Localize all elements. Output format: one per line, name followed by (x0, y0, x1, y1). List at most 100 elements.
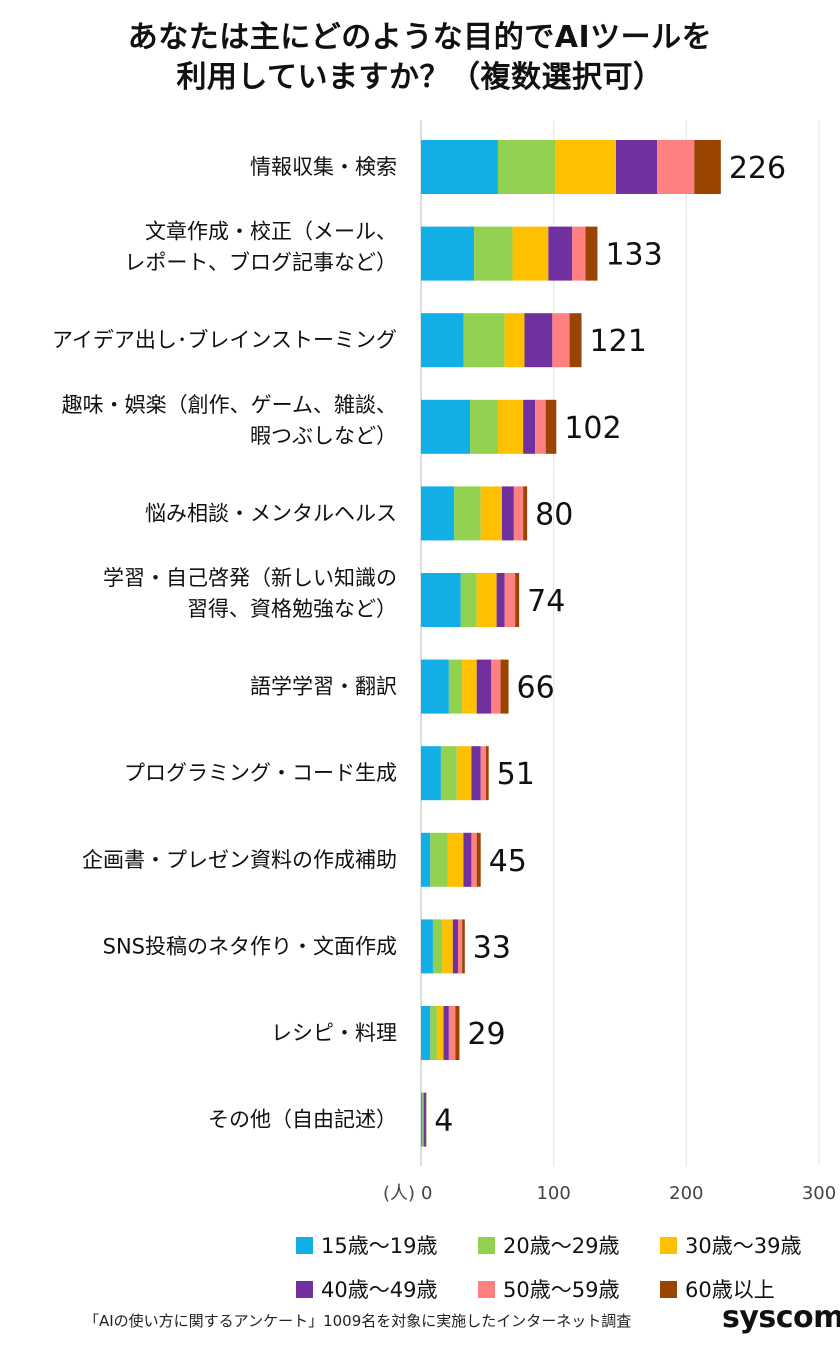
bar-segment-11-2 (430, 1006, 437, 1060)
total-label: 4 (434, 1104, 453, 1139)
bar-segment-3-3 (504, 313, 525, 368)
category-label: 文章作成・校正（メール、レポート、ブログ記事など） (124, 220, 397, 275)
bar-segment-6-3 (476, 573, 497, 627)
legend-label: 15歳〜19歳 (321, 1234, 438, 1258)
bar-segment-11-3 (436, 1006, 444, 1060)
x-axis-unit: (人) (383, 1183, 415, 1204)
category-label: レシピ・料理 (271, 1021, 397, 1045)
bar-segment-10-2 (432, 919, 443, 974)
legend-item: 15歳〜19歳 (296, 1230, 478, 1260)
bar-segment-8-5 (480, 746, 487, 801)
bar-segment-10-4 (452, 919, 459, 974)
category-label: 語学学習・翻訳 (250, 675, 397, 699)
bar-segment-2-1 (421, 226, 475, 281)
legend-swatch (478, 1236, 495, 1254)
bar-segment-9-4 (463, 832, 472, 887)
bar-segment-11-5 (448, 1006, 456, 1060)
bar-segment-7-4 (476, 659, 492, 714)
bar-segment-3-4 (524, 313, 553, 368)
total-label: 80 (535, 497, 573, 532)
category-label: 悩み相談・メンタルヘルス (145, 501, 397, 525)
bar-segment-7-6 (500, 659, 509, 714)
bar-segment-5-1 (421, 486, 455, 541)
total-label: 51 (497, 757, 535, 792)
bar-segment-12-6 (424, 1092, 427, 1147)
bar-segment-1-1 (421, 140, 498, 194)
bar-segment-12-2 (422, 1092, 424, 1147)
bar-segment-9-3 (447, 832, 464, 887)
bar-segment-4-2 (470, 399, 498, 454)
bar-segment-6-2 (460, 573, 477, 627)
bar-segment-4-5 (535, 399, 546, 454)
brand-logo: syscom (722, 1300, 840, 1335)
bar-segment-5-6 (523, 486, 528, 541)
bar-segment-5-4 (501, 486, 514, 541)
bar-segment-4-4 (523, 399, 536, 454)
bar-segment-6-4 (496, 573, 505, 627)
legend-swatch (296, 1236, 313, 1254)
total-label: 133 (605, 238, 662, 273)
category-label: 趣味・娯楽（創作、ゲーム、雑談、暇つぶしなど） (62, 393, 397, 448)
bar-segment-1-4 (616, 140, 658, 194)
bar-segment-3-1 (421, 313, 464, 368)
bar-segment-9-5 (471, 832, 477, 887)
bar-segment-11-1 (421, 1006, 431, 1060)
survey-footnote: 「AIの使い方に関するアンケート」1009名を対象に実施したインターネット調査 (84, 1312, 632, 1330)
bar-segment-8-3 (456, 746, 472, 801)
bar-segment-2-4 (548, 226, 573, 281)
legend-label: 30歳〜39歳 (685, 1234, 802, 1258)
bar-segment-4-3 (497, 399, 524, 454)
bar-segment-2-2 (474, 226, 513, 281)
bar-segment-4-6 (545, 399, 557, 454)
bar-segment-7-2 (448, 659, 463, 714)
category-label: その他（自由記述） (208, 1108, 397, 1132)
chart-legend: 15歳〜19歳 20歳〜29歳 30歳〜39歳 40歳〜49歳 50歳〜59歳 60歳以上 (296, 1230, 836, 1304)
bar-segment-11-6 (455, 1006, 460, 1060)
bar-segment-1-2 (497, 140, 555, 194)
total-label: 29 (467, 1017, 505, 1052)
legend-item: 60歳以上 (660, 1274, 836, 1304)
bar-segment-7-5 (491, 659, 501, 714)
bar-segment-5-3 (480, 486, 502, 541)
bar-segment-7-1 (421, 659, 449, 714)
bar-segment-7-3 (462, 659, 477, 714)
total-label: 66 (517, 671, 555, 706)
bar-segment-10-1 (421, 919, 433, 974)
bar-segment-6-5 (504, 573, 516, 627)
total-label: 33 (473, 930, 511, 965)
chart-title-line-1: あなたは主にどのような目的でAIツールを (127, 20, 713, 55)
x-tick-label: 200 (669, 1183, 703, 1204)
legend-label: 20歳〜29歳 (503, 1234, 620, 1258)
stacked-bar-chart: 情報収集・検索 226 文章作成・校正（メール、レポート、ブログ記事など） 133 アイ… (52, 120, 836, 1204)
legend-item: 30歳〜39歳 (660, 1230, 836, 1260)
bar-segment-10-3 (442, 919, 453, 974)
total-label: 74 (527, 584, 565, 619)
bar-segment-2-3 (512, 226, 549, 281)
category-label: アイデア出し･ブレインストーミング (52, 328, 397, 352)
bar-segment-8-6 (486, 746, 489, 801)
chart-title-line-2: 利用していますか？（複数選択可） (176, 60, 664, 95)
bar-segment-8-2 (440, 746, 457, 801)
legend-swatch (660, 1236, 677, 1254)
bar-segment-5-5 (513, 486, 524, 541)
category-label: 情報収集・検索 (250, 155, 397, 179)
bar-segment-6-1 (421, 573, 461, 627)
category-label: 企画書・プレゼン資料の作成補助 (82, 848, 397, 872)
total-label: 226 (729, 151, 786, 186)
category-label: 学習・自己啓発（新しい知識の習得、資格勉強など） (103, 566, 397, 621)
bar-segment-8-4 (471, 746, 481, 801)
total-label: 102 (564, 411, 621, 446)
legend-label: 60歳以上 (685, 1278, 775, 1302)
legend-swatch (478, 1280, 495, 1298)
bar-segment-11-4 (443, 1006, 449, 1060)
bar-segment-4-1 (421, 399, 471, 454)
bar-segment-1-3 (554, 140, 617, 194)
legend-label: 50歳〜59歳 (503, 1278, 620, 1302)
legend-swatch (296, 1280, 313, 1298)
legend-item: 50歳〜59歳 (478, 1274, 660, 1304)
bar-segment-12-4 (423, 1092, 425, 1147)
category-label: プログラミング・コード生成 (124, 761, 397, 785)
bar-segment-3-2 (463, 313, 505, 368)
bar-segment-1-5 (657, 140, 695, 194)
legend-swatch (660, 1280, 677, 1298)
